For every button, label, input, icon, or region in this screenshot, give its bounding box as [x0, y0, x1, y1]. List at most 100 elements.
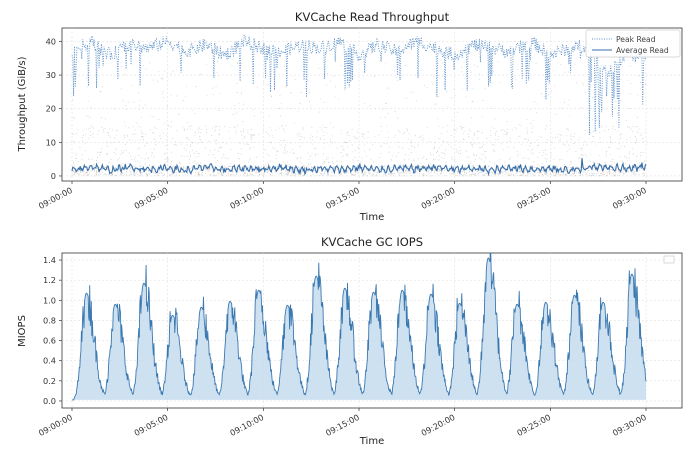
- scatter-point: [277, 151, 279, 153]
- scatter-point: [541, 162, 543, 165]
- scatter-point: [470, 174, 472, 176]
- scatter-point: [137, 160, 139, 162]
- scatter-point: [136, 122, 138, 124]
- scatter-point: [130, 155, 132, 158]
- scatter-point: [320, 172, 322, 174]
- scatter-point: [323, 101, 325, 103]
- series-line-average-read: [71, 158, 647, 177]
- scatter-point: [170, 174, 172, 176]
- scatter-point: [401, 171, 403, 173]
- scatter-point: [97, 156, 99, 158]
- scatter-point: [396, 167, 398, 169]
- scatter-point: [216, 139, 218, 141]
- scatter-point: [126, 134, 128, 136]
- scatter-point: [565, 135, 567, 137]
- scatter-point: [536, 139, 538, 141]
- scatter-point: [526, 129, 528, 131]
- scatter-point: [280, 102, 283, 104]
- scatter-point: [93, 169, 95, 171]
- scatter-point: [547, 172, 549, 175]
- scatter-point: [379, 156, 381, 158]
- scatter-point: [227, 175, 229, 177]
- scatter-point: [101, 171, 104, 173]
- scatter-point: [471, 117, 473, 119]
- scatter-point: [131, 85, 133, 87]
- scatter-point: [81, 140, 84, 142]
- scatter-point: [225, 166, 227, 168]
- scatter-point: [256, 86, 259, 88]
- scatter-point: [371, 173, 373, 175]
- scatter-point: [281, 125, 283, 128]
- scatter-point: [474, 158, 476, 160]
- scatter-point: [388, 172, 390, 174]
- scatter-point: [189, 156, 191, 158]
- scatter-point: [198, 127, 201, 129]
- scatter-point: [71, 174, 73, 176]
- scatter-point: [519, 169, 521, 171]
- scatter-point: [287, 161, 289, 163]
- scatter-point: [564, 169, 566, 171]
- scatter-point: [527, 173, 530, 175]
- scatter-point: [288, 171, 290, 173]
- scatter-point: [92, 133, 94, 135]
- scatter-point: [149, 129, 151, 131]
- scatter-point: [428, 169, 430, 171]
- scatter-point: [347, 154, 349, 156]
- scatter-point: [93, 165, 95, 167]
- scatter-point: [86, 172, 88, 174]
- scatter-point: [519, 171, 521, 173]
- scatter-point: [508, 109, 510, 111]
- scatter-point: [405, 97, 407, 99]
- scatter-point: [606, 174, 608, 176]
- scatter-point: [538, 172, 540, 174]
- scatter-point: [135, 173, 137, 175]
- scatter-point: [363, 171, 365, 173]
- scatter-point: [155, 141, 157, 143]
- scatter-point: [290, 174, 292, 176]
- scatter-point: [373, 75, 376, 77]
- scatter-point: [149, 164, 151, 167]
- scatter-point: [302, 65, 304, 67]
- scatter-point: [620, 134, 622, 136]
- scatter-point: [520, 173, 522, 175]
- scatter-point: [253, 115, 255, 117]
- scatter-point: [630, 128, 632, 130]
- scatter-point: [180, 141, 182, 143]
- scatter-point: [616, 174, 618, 176]
- scatter-point: [310, 134, 312, 136]
- scatter-point: [432, 174, 434, 176]
- scatter-point: [184, 95, 186, 97]
- scatter-point: [428, 172, 430, 174]
- scatter-point: [191, 166, 193, 168]
- scatter-point: [546, 139, 548, 141]
- scatter-point: [520, 170, 522, 172]
- scatter-point: [632, 130, 634, 132]
- scatter-point: [491, 107, 493, 109]
- scatter-point: [544, 174, 546, 176]
- scatter-point: [364, 144, 366, 146]
- scatter-point: [244, 173, 246, 175]
- scatter-point: [285, 174, 287, 176]
- scatter-point: [236, 82, 238, 84]
- scatter-point: [118, 141, 120, 143]
- scatter-point: [129, 139, 131, 141]
- scatter-point: [314, 154, 316, 156]
- scatter-point: [440, 133, 442, 135]
- scatter-point: [468, 156, 470, 158]
- scatter-point: [391, 173, 393, 175]
- scatter-point: [171, 121, 173, 123]
- scatter-point: [96, 171, 98, 173]
- scatter-point: [301, 172, 303, 174]
- scatter-point: [318, 111, 320, 113]
- scatter-point: [584, 140, 586, 143]
- scatter-point: [362, 135, 364, 137]
- scatter-point: [547, 87, 549, 90]
- scatter-point: [634, 136, 636, 138]
- scatter-point: [153, 138, 155, 140]
- scatter-point: [475, 174, 477, 176]
- scatter-point: [490, 126, 493, 128]
- scatter-point: [297, 110, 299, 112]
- scatter-point: [73, 163, 75, 165]
- scatter-point: [617, 112, 619, 114]
- scatter-point: [390, 158, 392, 160]
